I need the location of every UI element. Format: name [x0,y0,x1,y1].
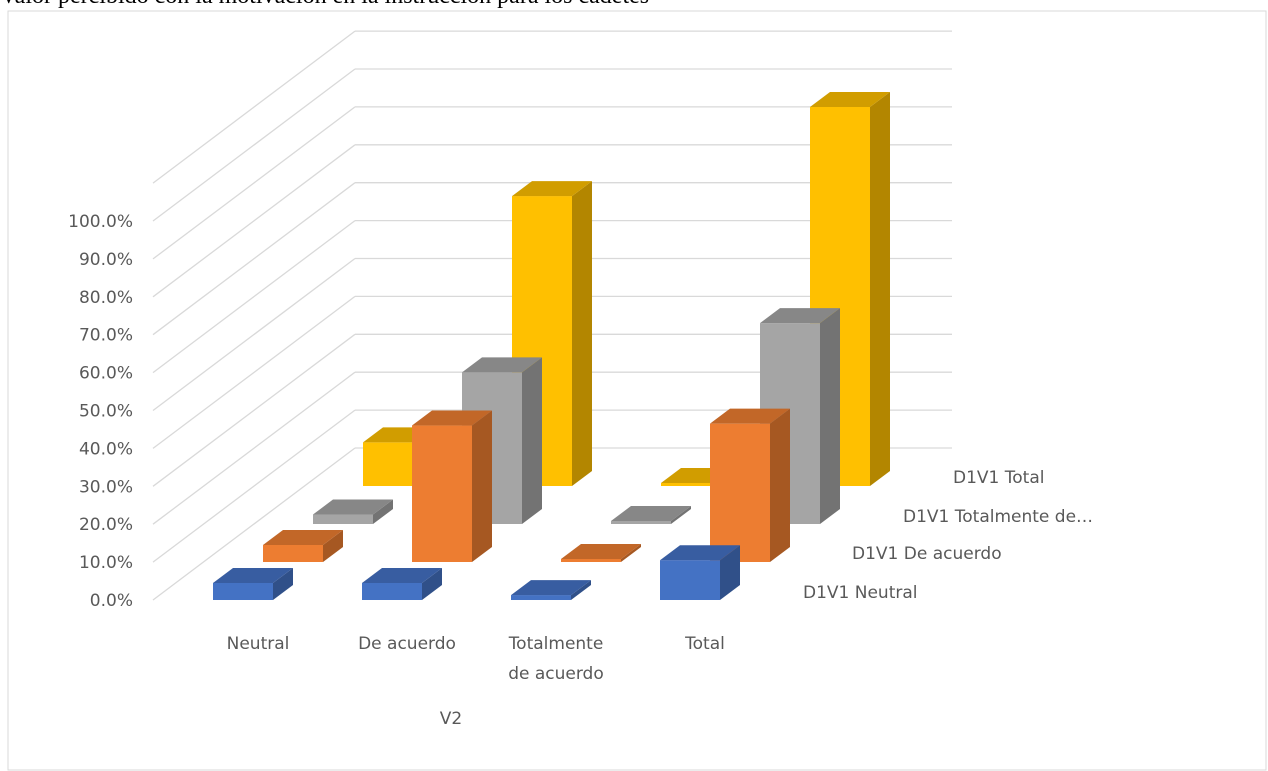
series-label: D1V1 Total [953,468,1044,488]
bar-side [870,92,890,486]
bar-front [313,514,373,524]
bar-front [213,582,273,600]
bar-1-2 [362,567,442,600]
series-label: D1V1 Neutral [803,583,918,603]
series-label: D1V1 De acuerdo [852,544,1002,564]
y-tick-label: 40.0% [79,439,133,459]
y-tick-label: 60.0% [79,364,133,384]
bar-top [213,567,293,583]
category-label: Total [684,634,725,654]
bar-front [660,560,720,600]
bar-2-1 [263,529,343,562]
bar-side [671,506,691,524]
bar-top [760,308,840,324]
bar-top [710,408,790,424]
bar-front [412,425,472,562]
y-tick-label: 0.0% [90,591,133,611]
bar-top [810,92,890,107]
bar-top [511,580,591,596]
chart-area-border [7,10,1267,771]
bar-top [263,529,343,545]
bar-side [522,357,542,524]
bar-front [362,582,422,600]
bar-side [572,181,592,486]
y-tick-label: 30.0% [79,477,133,497]
bar-top [313,499,393,515]
gridline-side [152,220,356,374]
y-tick-label: 70.0% [79,326,133,346]
bar-1-1 [213,567,293,600]
bar-top [512,181,592,197]
bar-side [373,499,393,524]
bar-1-3 [511,580,591,600]
bar-side [820,308,840,524]
bar-1-4 [660,545,740,600]
x-axis-title: V2 [440,709,462,729]
category-label: De acuerdo [358,634,456,654]
gridline-side [152,333,356,487]
category-label: de acuerdo [508,664,604,684]
gridline-side [152,68,356,222]
gridline-side [152,257,356,412]
bar-side [621,544,641,562]
gridline-side [152,295,356,449]
bar-front [710,423,770,562]
y-tick-label: 50.0% [79,402,133,422]
bar-top [611,506,691,521]
category-label: Neutral [227,634,290,654]
bar-side [422,567,442,600]
bar-2-3 [561,544,641,562]
bar-side [720,545,740,600]
bar-2-4 [710,408,790,562]
bar-side [472,410,492,562]
bar-front [511,595,571,600]
y-tick-label: 80.0% [79,288,133,308]
bar-top [362,567,442,583]
bar-side [273,567,293,600]
bar-front [611,521,671,524]
gridline-side [152,106,356,260]
document-caption: Valor percibido con la motivación en la … [0,0,649,12]
category-label: Totalmente [508,634,604,654]
series-label: D1V1 Totalmente de… [903,507,1093,527]
gridline-side [152,182,356,336]
bar-front [561,559,621,562]
gridline-side [152,409,356,563]
gridline-side [152,30,356,184]
y-tick-label: 90.0% [79,250,133,270]
bar-3-1 [313,499,393,524]
bar-2-2 [412,410,492,562]
gridline-side [152,447,356,601]
bar-front [661,483,721,486]
bar-front [263,544,323,562]
y-tick-label: 10.0% [79,553,133,573]
y-tick-label: 100.0% [68,212,133,232]
bar-top [561,544,641,559]
bar-side [770,408,790,562]
bar-top [462,357,542,373]
gridline-side [152,371,356,525]
bar-3-3 [611,506,691,524]
bar-top [412,410,492,426]
bar-side [571,580,591,600]
bar-top [660,545,740,561]
gridline-side [152,144,356,298]
y-tick-label: 20.0% [79,515,133,535]
bar-side [323,529,343,562]
